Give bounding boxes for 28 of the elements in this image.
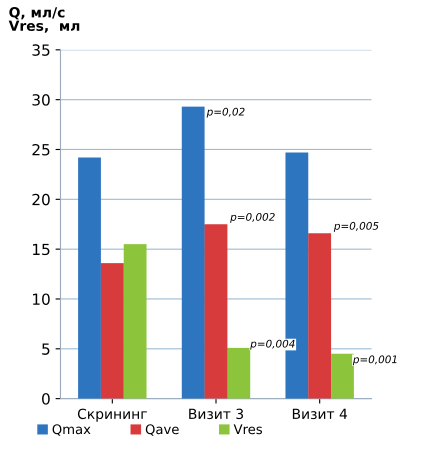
- x-tick-label: Визит 4: [292, 408, 348, 420]
- legend-label: Vres: [234, 424, 262, 434]
- x-tick-label: Скрининг: [78, 408, 147, 422]
- bar: [124, 244, 147, 399]
- legend-label: Qave: [146, 424, 179, 436]
- y-tick-label: 20: [32, 194, 50, 206]
- annotation: p=0,02: [206, 108, 245, 118]
- legend-label: Qmax: [52, 424, 91, 436]
- annotation: p=0,001: [352, 355, 396, 366]
- bar: [308, 233, 332, 399]
- annotation: p=0,005: [334, 222, 378, 232]
- y-tick-label: 35: [32, 44, 50, 56]
- y-axis-title: Q, мл/с Vres, мл: [8, 7, 80, 33]
- y-tick-label: 10: [32, 293, 50, 305]
- y-tick-label: 5: [42, 343, 50, 355]
- bar: [227, 348, 250, 399]
- y-tick-label: 30: [32, 94, 50, 106]
- bar: [78, 157, 101, 399]
- y-tick-label: 0: [42, 393, 50, 405]
- bar: [331, 354, 354, 399]
- bar: [204, 224, 228, 399]
- annotation: p=0,004: [250, 340, 295, 350]
- x-tick-label: Визит 3: [189, 408, 244, 420]
- y-tick-label: 15: [32, 244, 50, 256]
- bar: [100, 263, 124, 399]
- y-tick-label: 25: [32, 144, 50, 156]
- bar: [182, 106, 205, 399]
- annotation: p=0,002: [230, 212, 275, 223]
